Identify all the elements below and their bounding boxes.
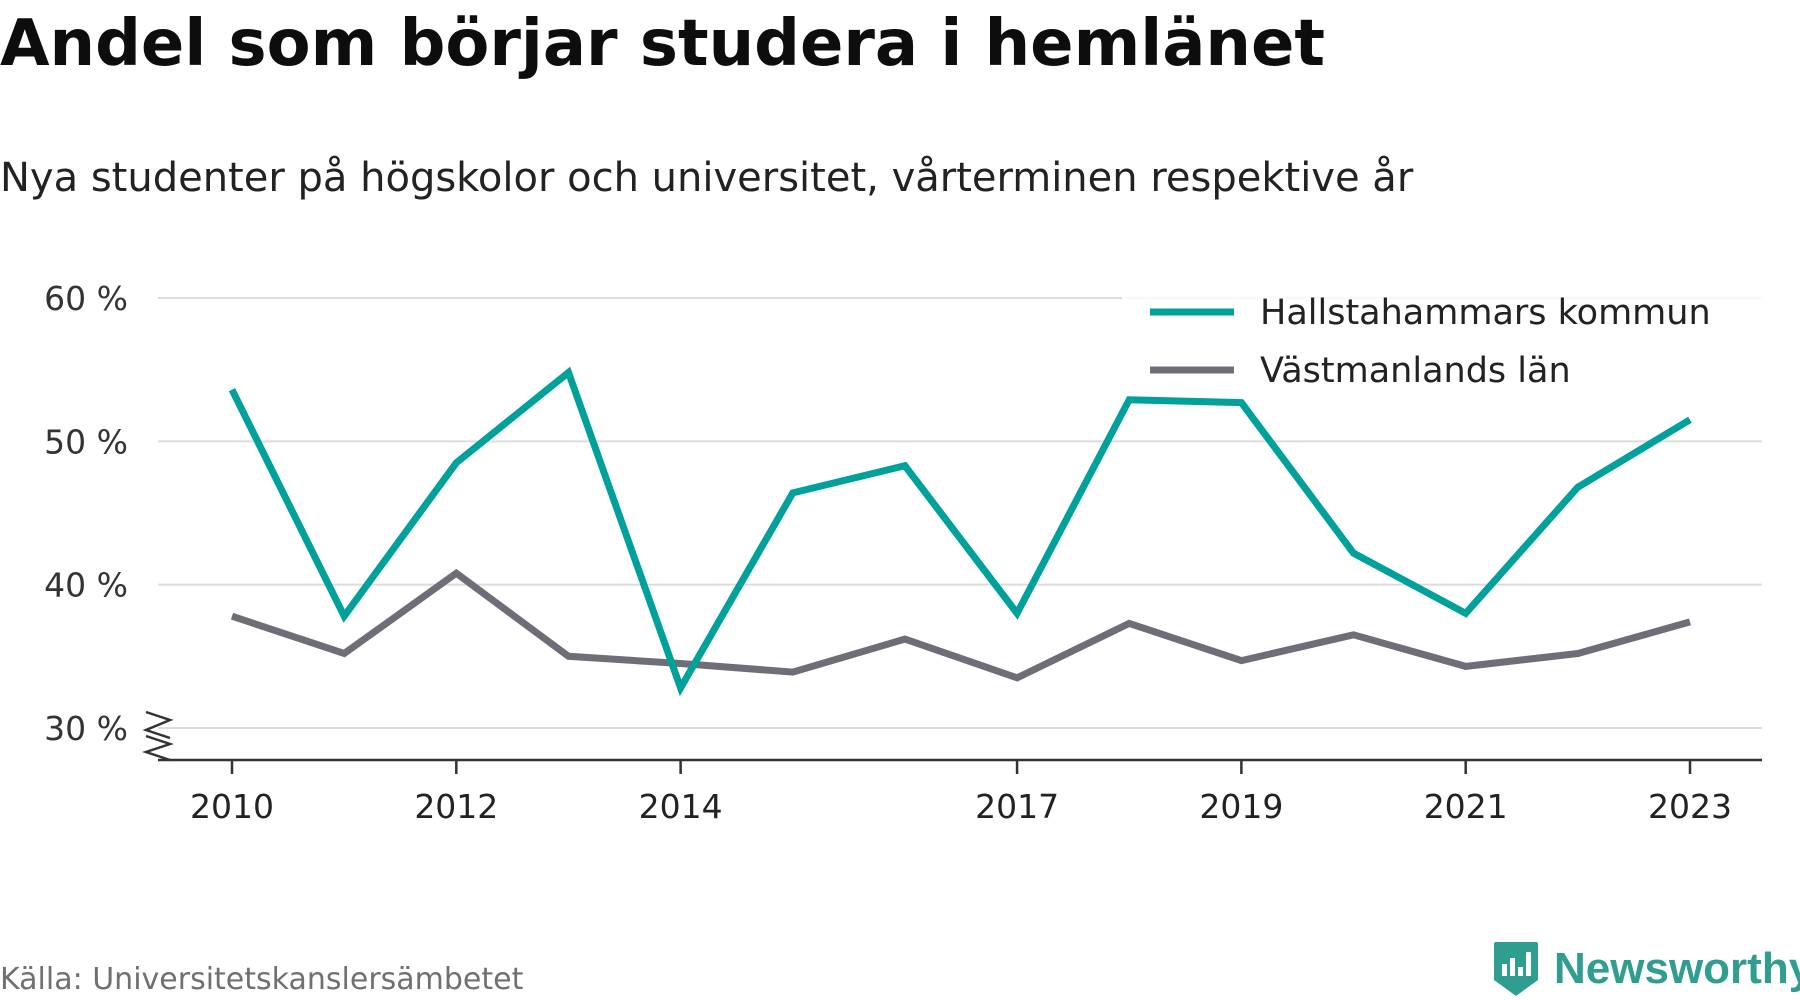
y-axis-tick-labels: 30 % 40 % 50 % 60 % <box>44 279 174 762</box>
x-tick-label: 2019 <box>1199 787 1283 826</box>
chart-title: Andel som börjar studera i hemlänet <box>0 7 1325 81</box>
y-tick-label: 60 % <box>44 279 128 318</box>
chart-subtitle: Nya studenter på högskolor och universit… <box>0 155 1414 201</box>
legend-background <box>1122 276 1762 396</box>
series-line <box>230 568 1691 682</box>
source-note: Källa: Universitetskanslersämbetet <box>0 962 524 997</box>
x-tick-label: 2021 <box>1424 787 1508 826</box>
x-axis: 2010 2012 2014 2017 2019 2021 2023 <box>158 758 1762 826</box>
legend-label: Hallstahammars kommun <box>1260 293 1711 333</box>
x-tick-label: 2012 <box>414 787 498 826</box>
x-tick-label: 2017 <box>975 787 1059 826</box>
brand-logo: Newsworthy <box>1492 938 1800 1000</box>
y-tick-label: 50 % <box>44 422 128 461</box>
y-tick-label: 30 % <box>44 709 128 748</box>
y-tick-label: 40 % <box>44 566 128 605</box>
legend: Hallstahammars kommun Västmanlands län <box>1122 276 1762 396</box>
axis-break-icon <box>142 734 174 762</box>
series-line <box>228 366 1692 697</box>
brand-name: Newsworthy <box>1554 944 1800 993</box>
axis-break-icon <box>142 710 174 740</box>
x-tick-label: 2014 <box>639 787 723 826</box>
x-tick-label: 2010 <box>190 787 274 826</box>
series-lines <box>228 366 1692 697</box>
legend-label: Västmanlands län <box>1260 351 1571 391</box>
x-tick-label: 2023 <box>1648 787 1732 826</box>
newsworthy-logo-icon <box>1494 942 1538 996</box>
